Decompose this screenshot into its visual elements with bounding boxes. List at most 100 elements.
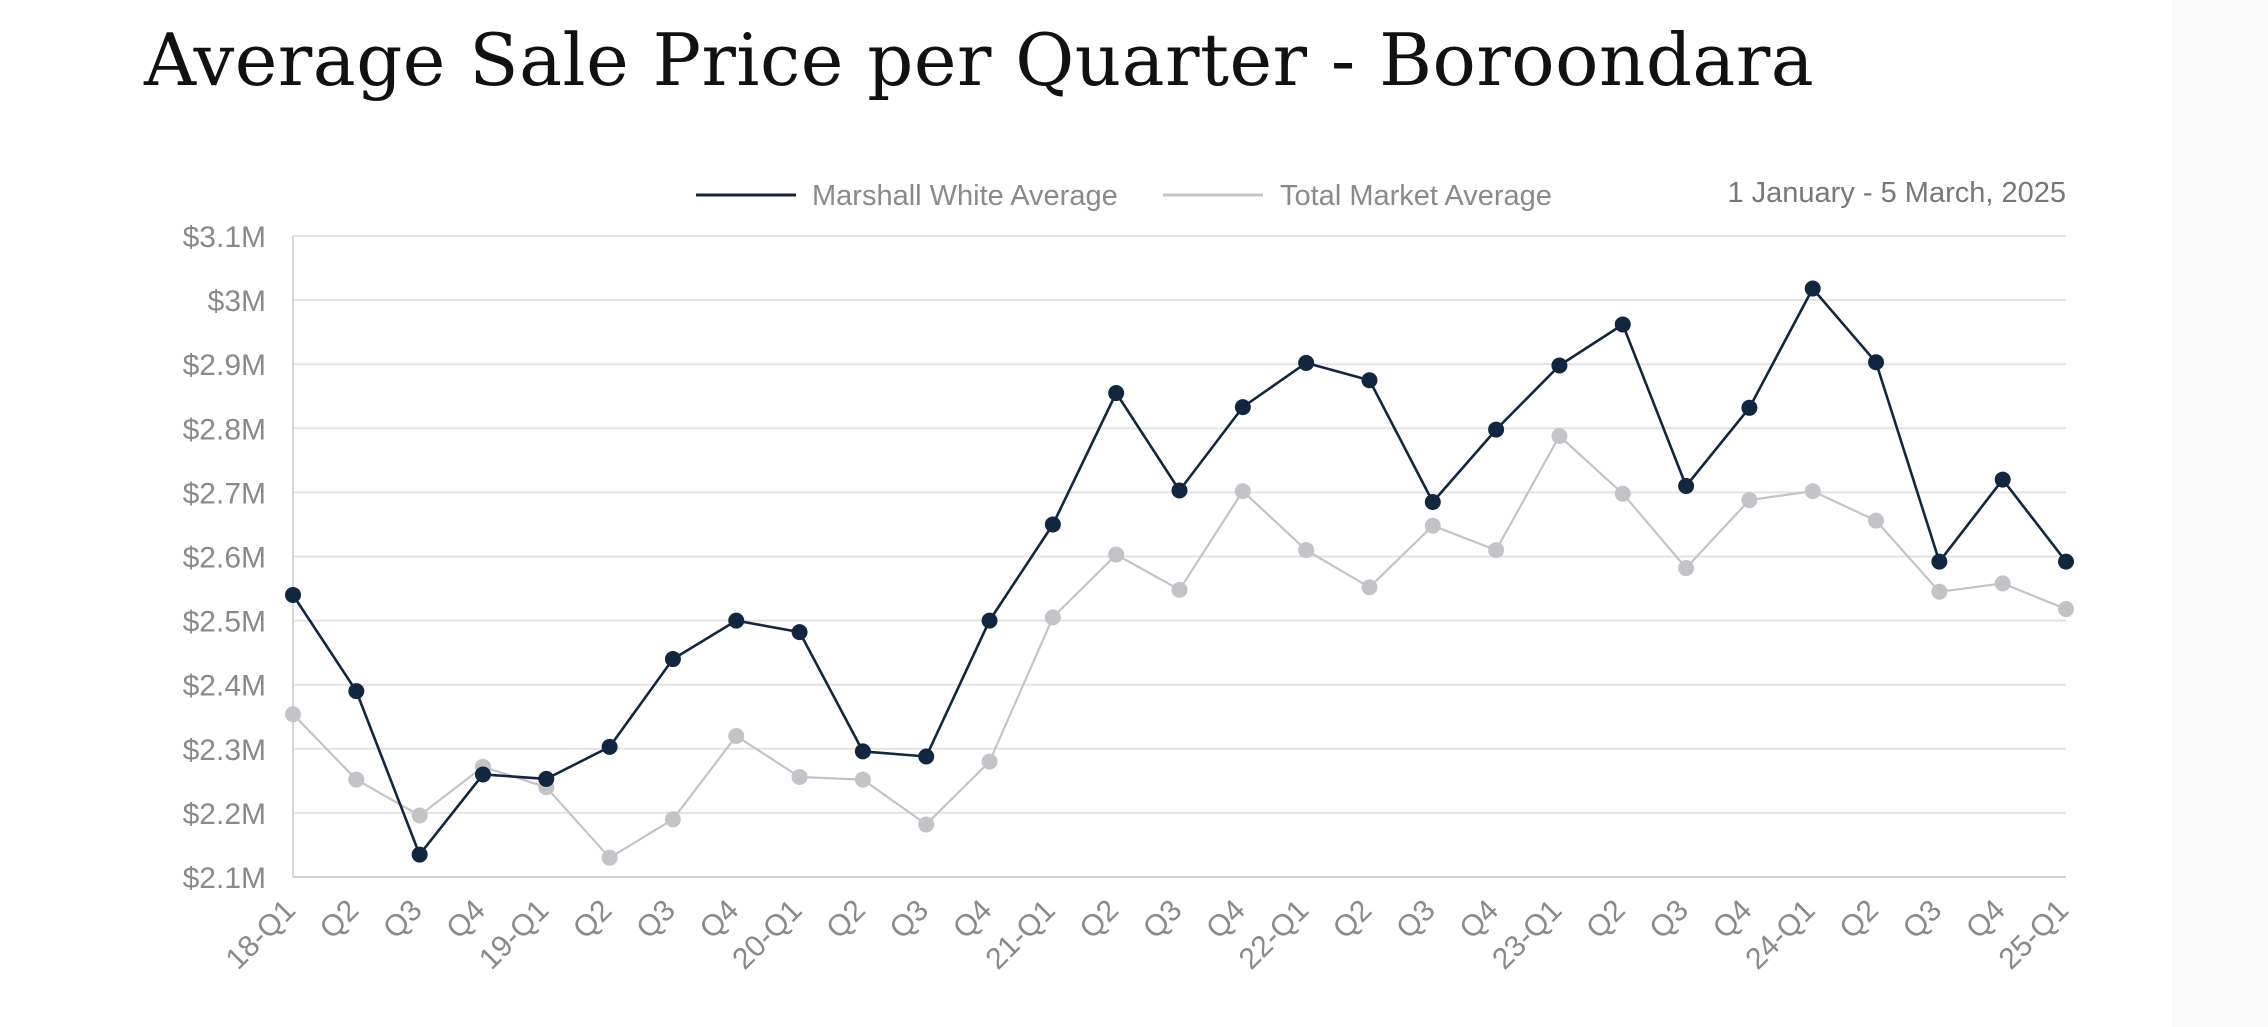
x-tick-label: 19-Q1	[473, 894, 555, 976]
y-tick-label: $2.3M	[183, 734, 266, 767]
data-point-marshall-white-average	[1424, 494, 1441, 511]
data-point-marshall-white-average	[1678, 477, 1695, 494]
data-point-total-market-average	[1741, 492, 1758, 509]
y-tick-label: $2.2M	[183, 798, 266, 831]
x-tick-label: Q4	[1200, 894, 1252, 946]
series-line-total-market-average	[292, 434, 2067, 859]
y-tick-label: $2.4M	[183, 670, 266, 703]
data-point-marshall-white-average	[411, 846, 428, 863]
x-tick-label: Q4	[1960, 894, 2012, 946]
x-tick-label: 22-Q1	[1233, 894, 1315, 976]
data-point-total-market-average	[1614, 485, 1631, 502]
data-point-marshall-white-average	[1931, 553, 1948, 570]
data-point-marshall-white-average	[664, 651, 681, 668]
data-point-total-market-average	[2058, 601, 2074, 618]
series-line-marshall-white-average	[291, 287, 2068, 856]
y-tick-label: $2.6M	[183, 542, 266, 575]
x-tick-label: 18-Q1	[220, 894, 302, 976]
data-point-total-market-average	[1361, 579, 1378, 596]
data-point-marshall-white-average	[1108, 385, 1125, 402]
data-point-marshall-white-average	[1868, 354, 1885, 371]
data-point-total-market-average	[1994, 575, 2011, 592]
data-point-total-market-average	[1171, 581, 1188, 598]
data-point-total-market-average	[1931, 583, 1948, 600]
data-point-total-market-average	[411, 807, 428, 824]
y-tick-label: $3M	[208, 285, 266, 318]
data-point-marshall-white-average	[1741, 399, 1758, 416]
data-point-total-market-average	[664, 811, 681, 828]
x-tick-label: Q3	[884, 894, 936, 946]
y-tick-label: $2.1M	[183, 862, 266, 895]
data-point-marshall-white-average	[854, 743, 871, 760]
x-tick-label: Q4	[1707, 894, 1759, 946]
gridlines	[292, 235, 2066, 878]
data-point-marshall-white-average	[285, 586, 301, 603]
legend-label-marshall-white: Marshall White Average	[812, 180, 1118, 212]
data-point-total-market-average	[728, 727, 745, 744]
data-point-marshall-white-average	[1994, 471, 2011, 488]
series-total-market-average	[285, 427, 2074, 866]
x-tick-label: Q4	[947, 894, 999, 946]
data-point-marshall-white-average	[1298, 354, 1315, 371]
data-point-total-market-average	[1424, 517, 1441, 534]
y-tick-label: $2.5M	[183, 606, 266, 639]
data-point-marshall-white-average	[1044, 516, 1061, 533]
data-point-marshall-white-average	[538, 770, 555, 787]
x-tick-label: Q4	[1453, 894, 1505, 946]
data-point-total-market-average	[285, 706, 301, 723]
data-point-total-market-average	[1868, 512, 1885, 529]
data-point-marshall-white-average	[918, 748, 935, 765]
data-point-total-market-average	[854, 771, 871, 788]
x-tick-label: Q3	[1390, 894, 1442, 946]
data-point-marshall-white-average	[1361, 372, 1378, 389]
data-point-total-market-average	[1551, 427, 1568, 444]
x-tick-label: Q3	[1643, 894, 1695, 946]
series-group	[285, 280, 2074, 866]
data-point-total-market-average	[1234, 483, 1251, 500]
data-point-marshall-white-average	[981, 612, 998, 629]
legend-label-total-market: Total Market Average	[1280, 180, 1552, 212]
data-point-total-market-average	[601, 849, 618, 866]
x-tick-label: Q2	[1833, 894, 1885, 946]
x-tick-label: 20-Q1	[726, 894, 808, 976]
data-point-total-market-average	[981, 753, 998, 770]
x-tick-label: Q2	[820, 894, 872, 946]
x-tick-label: Q2	[567, 894, 619, 946]
x-tick-label: 24-Q1	[1739, 894, 1821, 976]
data-point-total-market-average	[348, 771, 365, 788]
data-point-marshall-white-average	[1488, 421, 1505, 438]
data-point-marshall-white-average	[1614, 316, 1631, 333]
data-point-marshall-white-average	[1171, 482, 1188, 499]
data-point-total-market-average	[918, 816, 935, 833]
x-tick-label: Q2	[314, 894, 366, 946]
x-tick-label: Q2	[1327, 894, 1379, 946]
legend: Marshall White Average Total Market Aver…	[696, 180, 1552, 212]
chart-title: Average Sale Price per Quarter - Boroond…	[144, 18, 1815, 102]
data-point-total-market-average	[1298, 542, 1315, 559]
data-point-total-market-average	[1804, 483, 1821, 500]
x-tick-label: Q4	[440, 894, 492, 946]
data-point-marshall-white-average	[728, 612, 745, 629]
y-axis-ticks: $2.1M $2.2M $2.3M $2.4M $2.5M $2.6M $2.7M $2.8M…	[183, 221, 266, 895]
x-tick-label: Q2	[1580, 894, 1632, 946]
y-tick-label: $3.1M	[183, 221, 266, 254]
data-point-marshall-white-average	[1234, 399, 1251, 416]
x-tick-label: Q4	[694, 894, 746, 946]
data-point-total-market-average	[1488, 542, 1505, 559]
data-point-marshall-white-average	[474, 766, 491, 783]
y-tick-label: $2.7M	[183, 477, 266, 510]
x-tick-label: Q3	[1137, 894, 1189, 946]
x-tick-label: Q2	[1073, 894, 1125, 946]
date-range-label: 1 January - 5 March, 2025	[1727, 177, 2066, 209]
y-tick-label: $2.8M	[183, 413, 266, 446]
data-point-total-market-average	[1044, 609, 1061, 626]
data-point-marshall-white-average	[2058, 553, 2074, 570]
data-point-marshall-white-average	[601, 738, 618, 755]
data-point-marshall-white-average	[1804, 280, 1821, 297]
data-point-total-market-average	[1678, 560, 1695, 577]
data-point-marshall-white-average	[348, 683, 365, 700]
data-point-total-market-average	[1108, 546, 1125, 563]
y-tick-label: $2.9M	[183, 349, 266, 382]
